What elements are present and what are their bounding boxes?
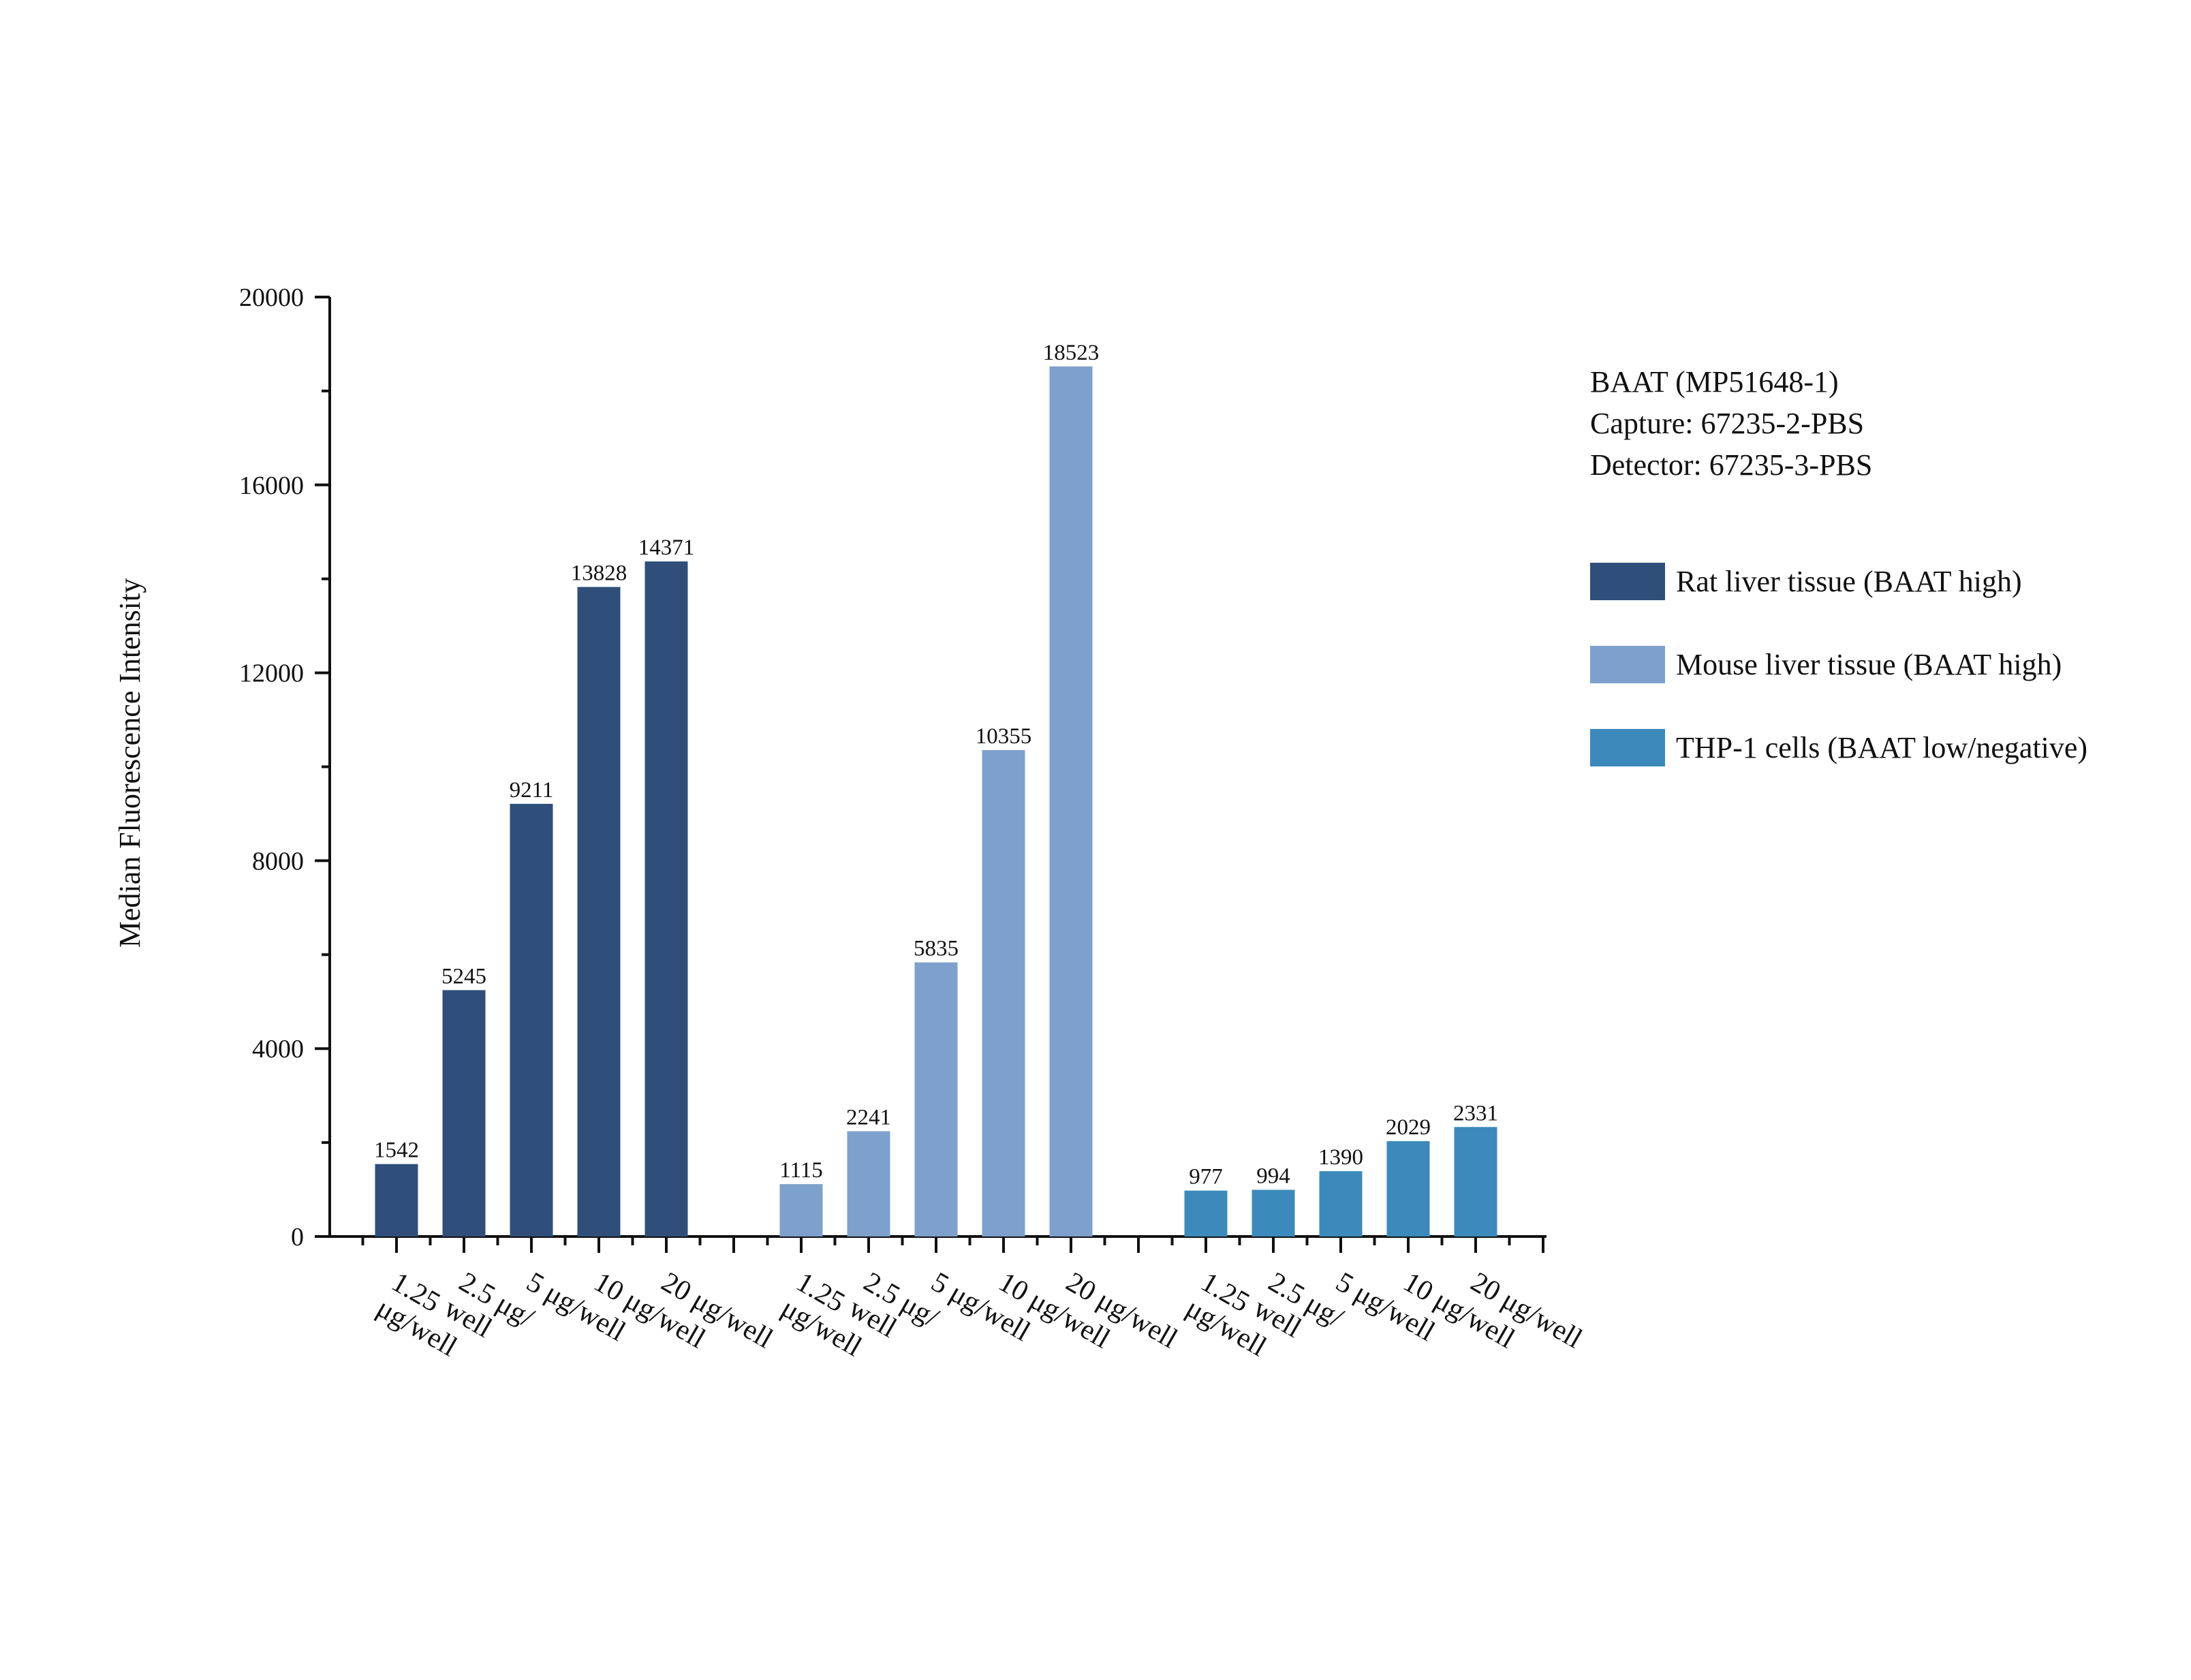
bar: [577, 587, 621, 1236]
data-label: 5245: [441, 964, 486, 989]
legend-label: Mouse liver tissue (BAAT high): [1676, 648, 2062, 681]
bar: [779, 1184, 823, 1236]
bar: [442, 990, 486, 1236]
annotation-block: BAAT (MP51648-1) Capture: 67235-2-PBS Dete…: [1590, 365, 1872, 482]
data-label: 2029: [1386, 1115, 1431, 1140]
data-label: 5835: [914, 937, 959, 961]
bar: [1319, 1171, 1363, 1236]
data-label: 2241: [846, 1105, 891, 1130]
legend-label: THP-1 cells (BAAT low/negative): [1676, 731, 2087, 764]
y-tick-label: 4000: [252, 1035, 304, 1063]
y-axis-title: Median Fluorescence Intensity: [113, 578, 146, 948]
data-label: 9211: [510, 778, 554, 803]
data-label: 10355: [976, 724, 1032, 749]
data-label: 977: [1189, 1165, 1223, 1189]
annotation-line: BAAT (MP51648-1): [1590, 365, 1839, 399]
bar: [1454, 1127, 1497, 1236]
legend-label: Rat liver tissue (BAAT high): [1676, 565, 2022, 598]
data-label: 13828: [571, 561, 627, 586]
legend-swatch: [1590, 563, 1665, 600]
data-label: 1542: [374, 1138, 419, 1163]
legend-swatch: [1590, 646, 1665, 683]
bar: [1184, 1190, 1228, 1236]
y-tick-label: 20000: [239, 283, 304, 312]
legend-swatch: [1590, 729, 1665, 766]
y-tick-label: 0: [291, 1223, 304, 1251]
data-label: 14371: [638, 535, 695, 560]
y-tick-label: 16000: [239, 471, 304, 500]
bar: [510, 803, 553, 1236]
data-label: 994: [1256, 1164, 1290, 1188]
data-label: 18523: [1043, 341, 1100, 365]
annotation-line: Capture: 67235-2-PBS: [1590, 407, 1864, 440]
bar: [1252, 1189, 1295, 1236]
bar: [375, 1164, 418, 1236]
bar: [1386, 1141, 1430, 1236]
bar: [914, 962, 958, 1236]
annotation-line: Detector: 67235-3-PBS: [1590, 448, 1872, 482]
bar: [644, 561, 688, 1236]
y-tick-label: 12000: [239, 659, 304, 688]
legend: Rat liver tissue (BAAT high) Mouse liver …: [1590, 563, 2087, 766]
bar: [982, 750, 1025, 1236]
y-tick-label: 8000: [252, 847, 304, 875]
labels-layer: 04000800012000160002000015421.25μg/well5…: [239, 283, 1587, 1363]
data-label: 2331: [1453, 1101, 1498, 1125]
bar: [1049, 366, 1093, 1237]
bar: [847, 1131, 890, 1236]
data-label: 1390: [1318, 1145, 1363, 1170]
data-label: 1115: [779, 1158, 823, 1183]
bars-layer: [375, 366, 1497, 1237]
